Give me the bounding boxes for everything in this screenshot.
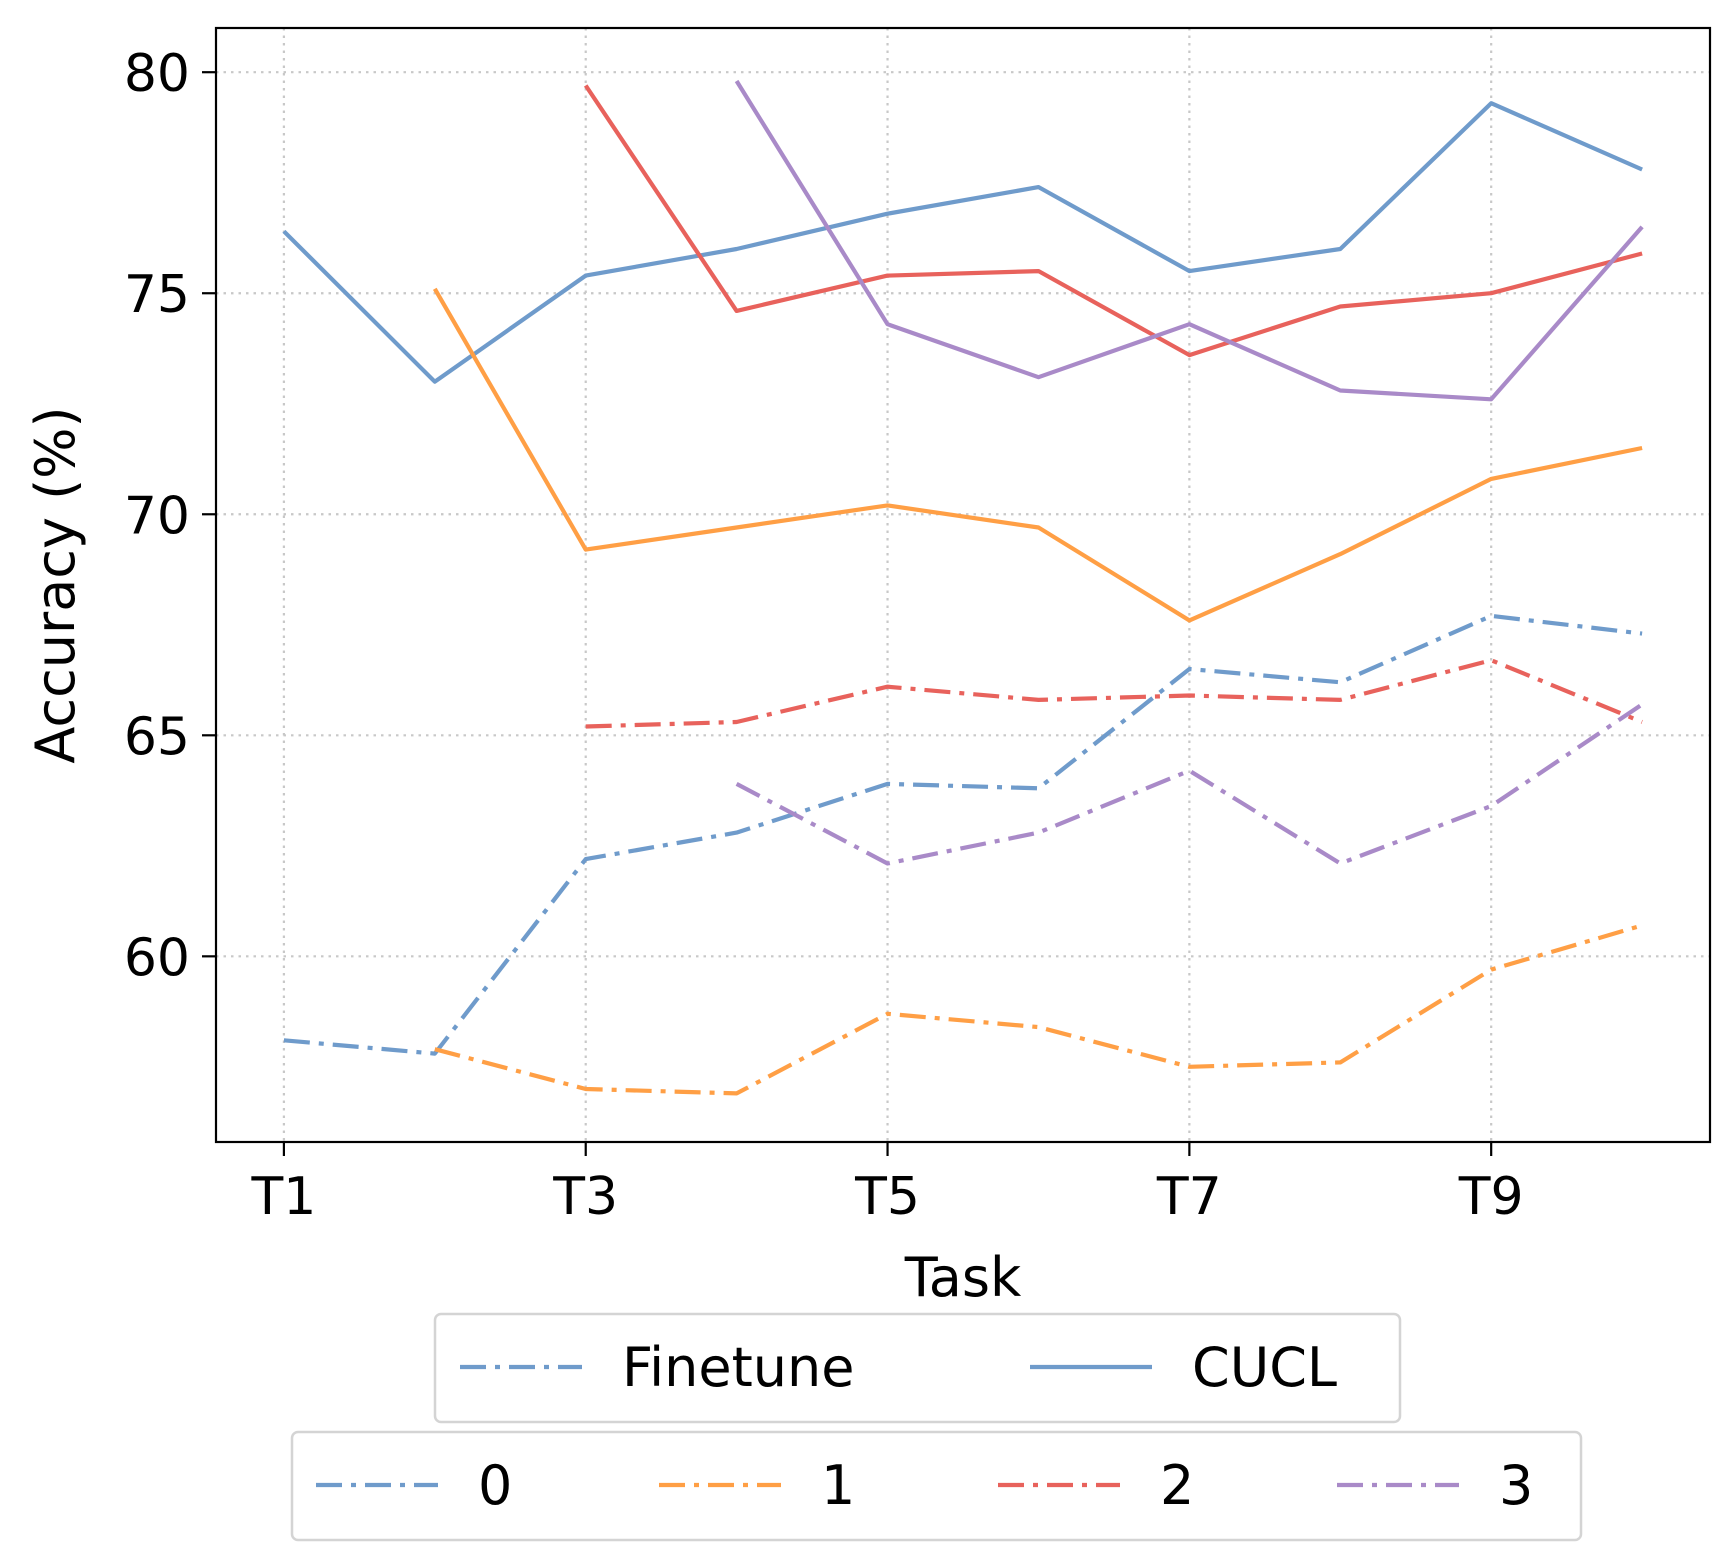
- cucl-series-0-line: [282, 101, 1643, 384]
- x-tick-label: T5: [854, 1167, 920, 1227]
- finetune-series-3-line: [735, 702, 1644, 866]
- cucl-series-2-line: [583, 84, 1643, 358]
- x-axis-label: Task: [904, 1246, 1022, 1309]
- cucl-series-3-line: [734, 79, 1644, 402]
- legend-2: 0 1 2 3: [290, 1430, 1583, 1542]
- axes-frame: [214, 26, 1712, 1144]
- y-tick-label: 65: [124, 707, 190, 767]
- legend-label: Finetune: [622, 1336, 854, 1399]
- legend-box: [290, 1430, 1583, 1542]
- legend-label: 2: [1160, 1454, 1194, 1517]
- y-tick-label: 70: [124, 486, 190, 546]
- grid: [216, 28, 1710, 1142]
- y-tick-label: 80: [124, 44, 190, 104]
- finetune-series-0-line: [283, 613, 1643, 1056]
- legend-box: [433, 1312, 1402, 1424]
- legend-1: Finetune CUCL: [433, 1312, 1402, 1424]
- axis-ticks: T1 T3 T5 T7 T9 60 65 70 75 80: [124, 44, 1524, 1227]
- legend-label: 0: [478, 1454, 512, 1517]
- x-tick-label: T9: [1458, 1167, 1524, 1227]
- finetune-series-1-line: [434, 923, 1643, 1096]
- finetune-series-2-line: [585, 658, 1643, 729]
- x-tick-label: T7: [1156, 1167, 1222, 1227]
- y-tick-label: 60: [124, 928, 190, 988]
- x-tick-label: T1: [250, 1167, 316, 1227]
- legend-label: 1: [821, 1454, 855, 1517]
- y-axis-label: Accuracy (%): [24, 406, 87, 763]
- x-tick-label: T3: [552, 1167, 618, 1227]
- cucl-series-1-line: [432, 287, 1643, 623]
- legend-label: 3: [1499, 1454, 1533, 1517]
- plot-series: [282, 79, 1644, 1096]
- legend-label: CUCL: [1192, 1336, 1337, 1399]
- y-tick-label: 75: [124, 265, 190, 325]
- legends: Finetune CUCL 0 1 2 3: [290, 1312, 1583, 1542]
